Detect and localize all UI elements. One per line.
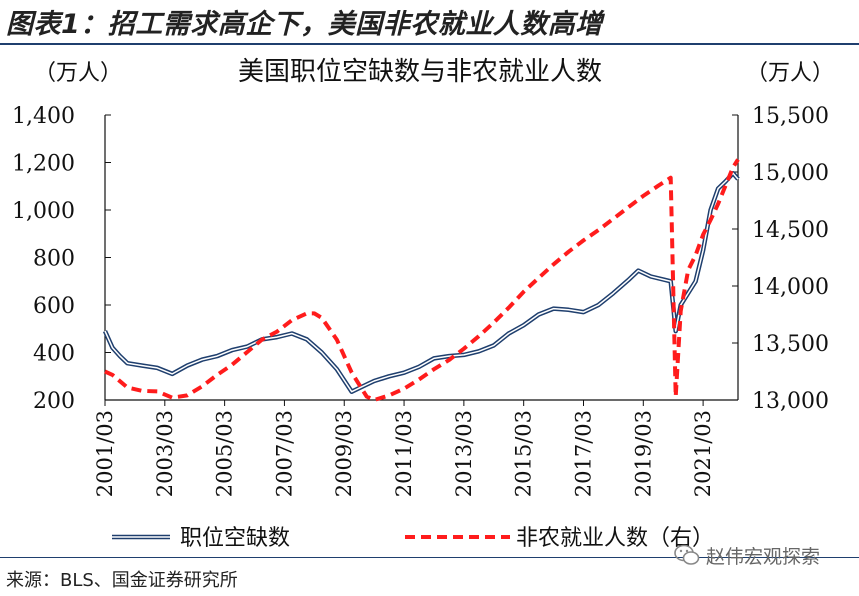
- left-tick-label: 200: [33, 389, 75, 414]
- x-tick-label: 2005/03: [213, 410, 237, 497]
- series-layer: [102, 158, 740, 402]
- legend-item-job-openings: 职位空缺数: [112, 526, 290, 551]
- left-tick-label: 800: [33, 247, 75, 272]
- left-tick-label: 1,200: [12, 152, 75, 177]
- title-divider: [0, 43, 859, 45]
- x-tick-label: 2013/03: [452, 410, 476, 497]
- x-tick-label: 2003/03: [153, 410, 177, 497]
- right-tick-label: 15,500: [752, 104, 829, 129]
- legend: 职位空缺数 非农就业人数（右）: [112, 526, 714, 551]
- chart: 美国职位空缺数与非农就业人数 （万人） （万人） 200 400 600 800 1,0…: [12, 57, 834, 551]
- x-tick-label: 2019/03: [631, 410, 655, 497]
- left-tick-label: 600: [33, 294, 75, 319]
- figure-title: 图表1：招工需求高企下，美国非农就业人数高增: [6, 9, 603, 40]
- watermark-text: 赵伟宏观探索: [706, 545, 821, 568]
- footer-divider: [0, 557, 859, 558]
- x-tick-label: 2009/03: [332, 410, 356, 497]
- source-note: 来源：BLS、国金证券研究所: [6, 570, 238, 591]
- x-tick-label: 2021/03: [691, 410, 715, 497]
- x-tick-label: 2001/03: [93, 410, 117, 497]
- right-tick-label: 14,500: [752, 218, 829, 243]
- x-tick-label: 2017/03: [571, 410, 595, 497]
- series-nonfarm-line: [104, 158, 740, 402]
- x-tick-label: 2007/03: [272, 410, 296, 497]
- right-tick-label: 13,500: [752, 332, 829, 357]
- x-tick-label: 2011/03: [392, 410, 416, 497]
- left-tick-label: 1,400: [12, 104, 75, 129]
- right-tick-label: 15,000: [752, 161, 829, 186]
- right-tick-label: 14,000: [752, 275, 829, 300]
- right-tick-label: 13,000: [752, 389, 829, 414]
- series-job-openings-inner: [104, 172, 739, 393]
- series-job-openings-line: [102, 170, 740, 394]
- wechat-icon: [674, 544, 700, 565]
- axes: 200 400 600 800 1,000 1,200 1,400 13,000 13,500 1…: [12, 104, 829, 497]
- legend-label-job-openings: 职位空缺数: [180, 526, 290, 551]
- chart-title: 美国职位空缺数与非农就业人数: [238, 57, 602, 87]
- left-tick-label: 1,000: [12, 199, 75, 224]
- x-tick-label: 2015/03: [512, 410, 536, 497]
- left-tick-label: 400: [33, 342, 75, 367]
- legend-item-nonfarm: 非农就业人数（右）: [405, 526, 714, 551]
- legend-label-nonfarm: 非农就业人数（右）: [516, 526, 714, 551]
- watermark: 赵伟宏观探索: [672, 540, 820, 570]
- left-axis-unit: （万人）: [34, 61, 122, 86]
- right-axis-unit: （万人）: [746, 61, 834, 86]
